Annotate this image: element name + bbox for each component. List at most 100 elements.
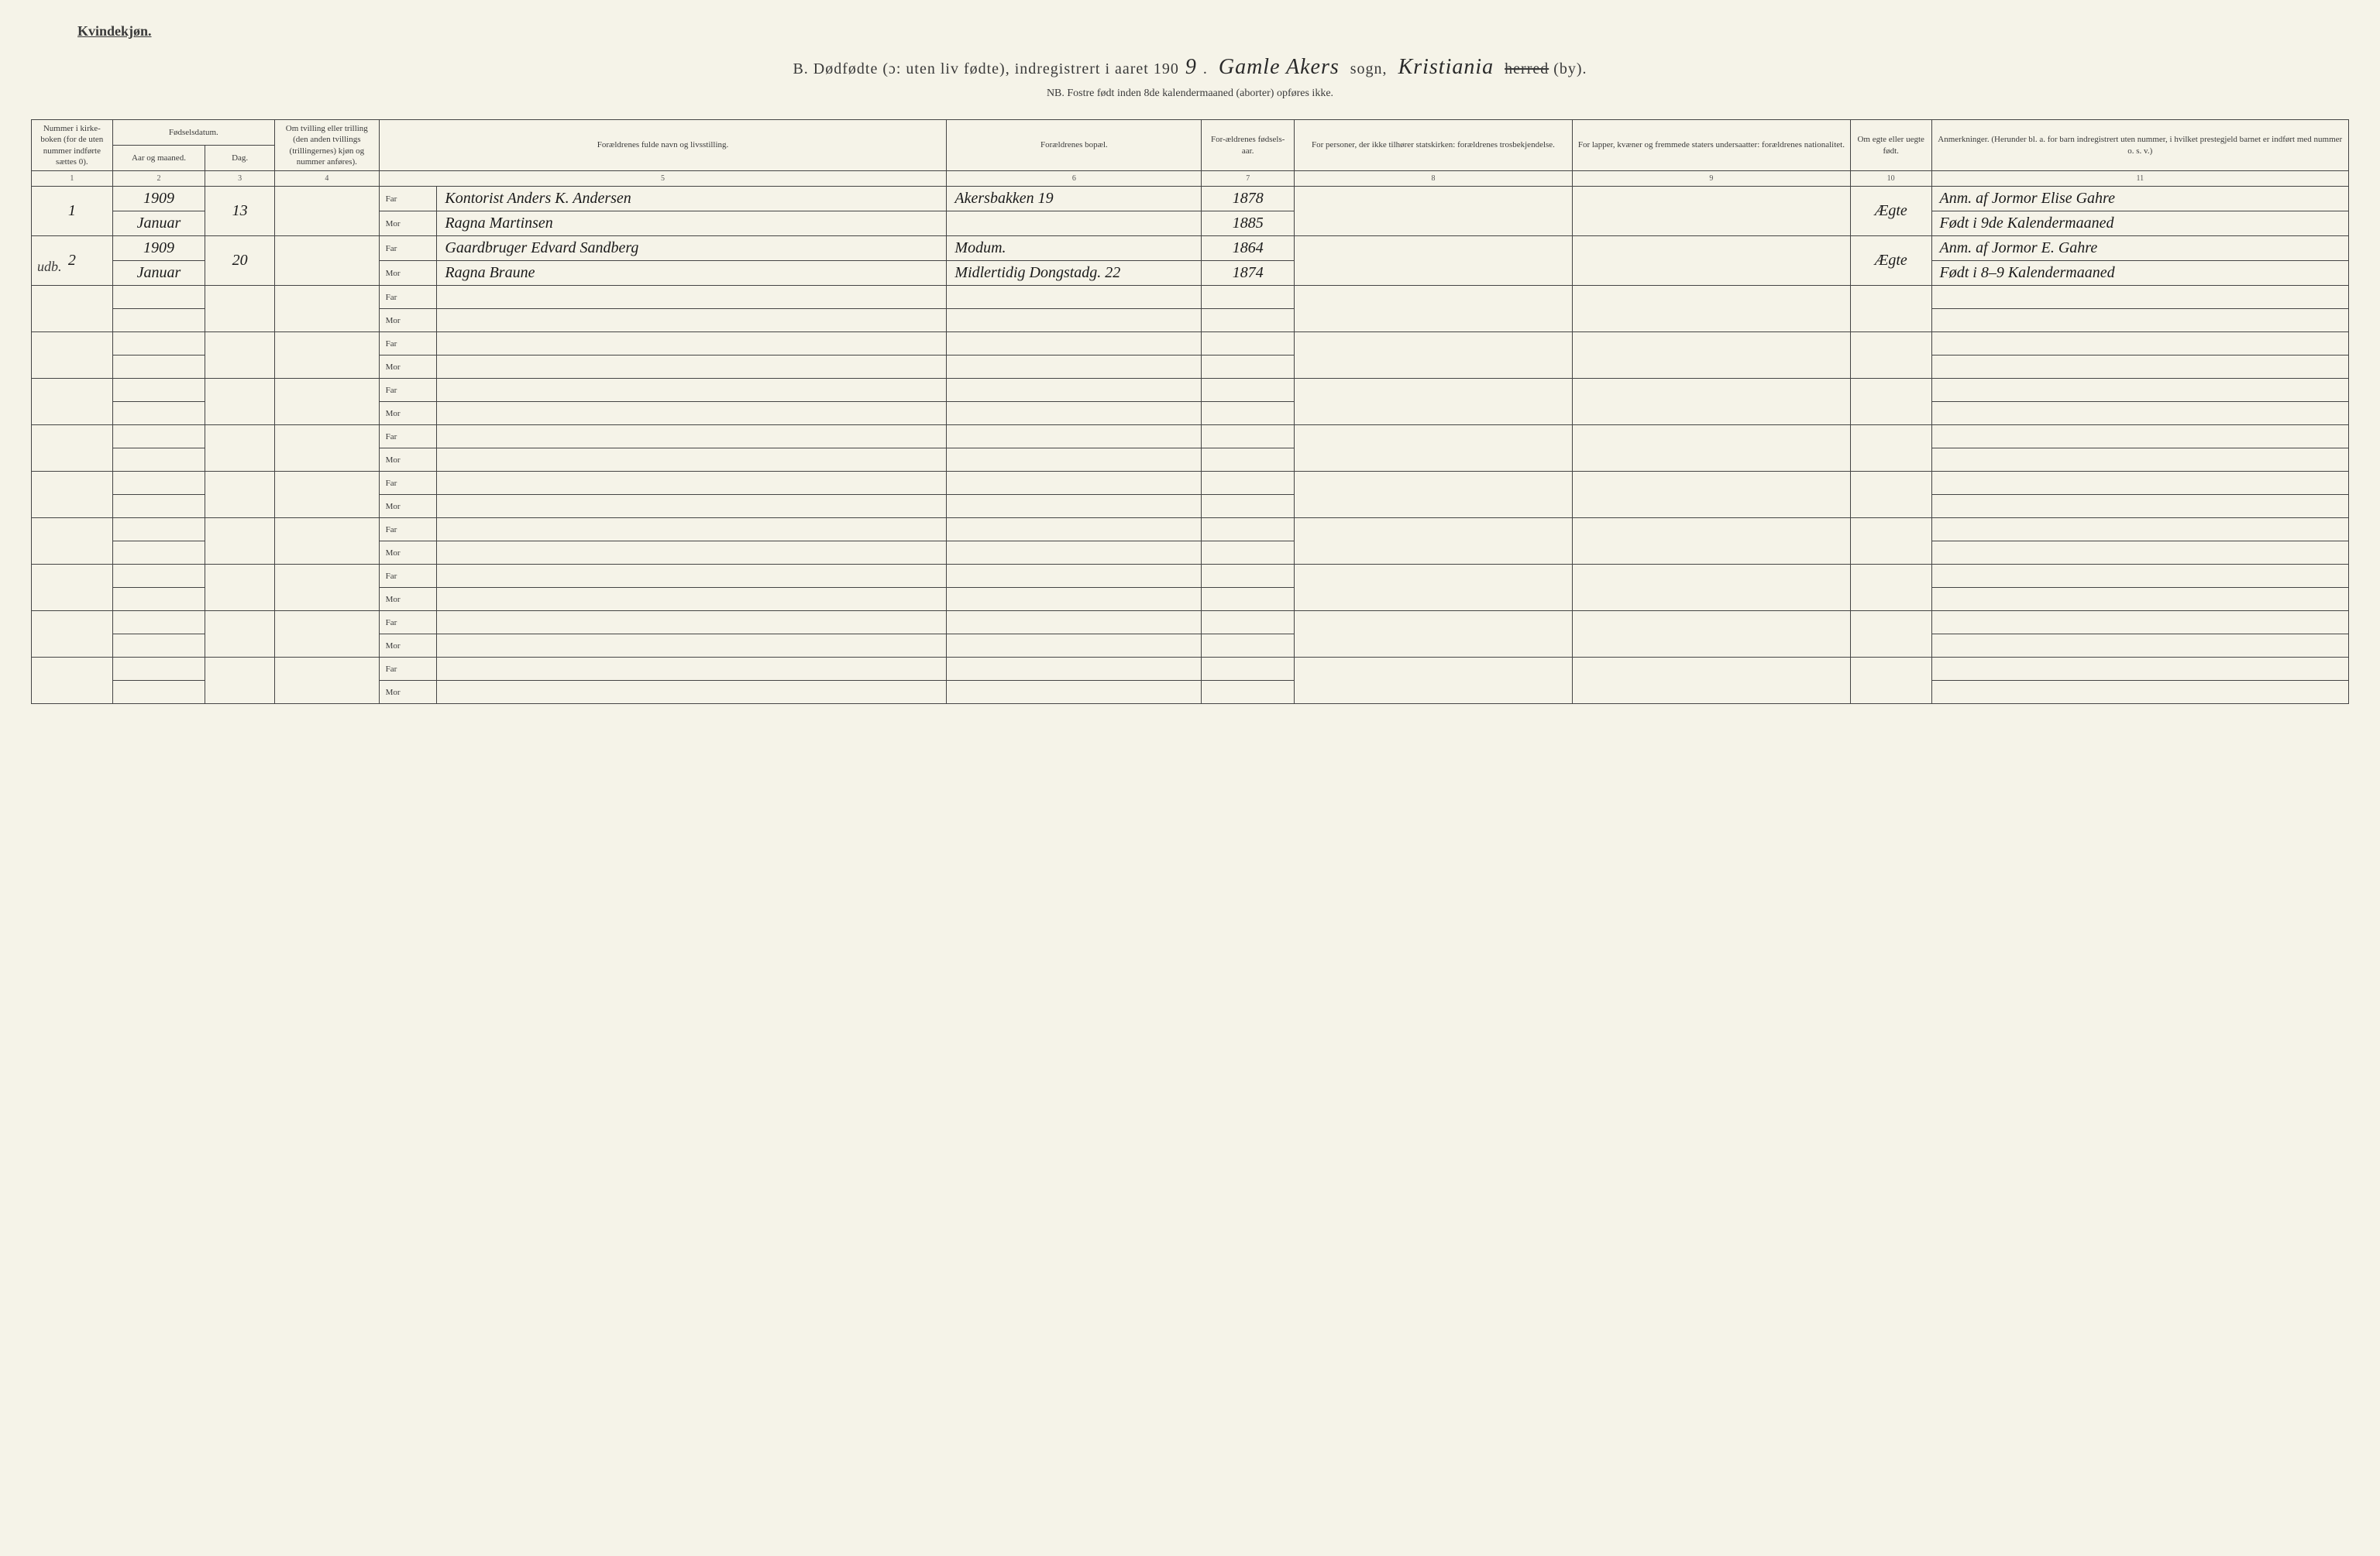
colnum-1: 1 (32, 171, 113, 187)
entry-bopel-top (947, 611, 1202, 634)
entry-twin (275, 611, 380, 658)
colnum-9: 9 (1572, 171, 1850, 187)
entry-year: 1909 (112, 236, 205, 261)
entry-bopel-top (947, 658, 1202, 681)
mor-label: Mor (379, 495, 437, 518)
entry-egte (1850, 472, 1931, 518)
far-label: Far (379, 565, 437, 588)
entry-faar-mor (1202, 681, 1295, 704)
table-row: Mor (32, 402, 2349, 425)
entry-nat (1572, 332, 1850, 379)
sogn-label: sogn, (1350, 60, 1388, 77)
entry-year (112, 518, 205, 541)
entry-year (112, 332, 205, 356)
entry-num (32, 286, 113, 332)
entry-nat (1572, 286, 1850, 332)
entry-anm-top (1931, 611, 2348, 634)
colnum-8: 8 (1295, 171, 1573, 187)
entry-egte (1850, 425, 1931, 472)
entry-year (112, 286, 205, 309)
entry-bopel-bot (947, 402, 1202, 425)
entry-mor (437, 309, 947, 332)
entry-num (32, 425, 113, 472)
entry-month (112, 634, 205, 658)
entry-egte: Ægte (1850, 187, 1931, 236)
entry-faar-mor: 1874 (1202, 261, 1295, 286)
entry-anm-bot (1931, 309, 2348, 332)
sogn-value: Gamle Akers (1212, 55, 1346, 79)
entry-nat (1572, 565, 1850, 611)
col-11-header: Anmerkninger. (Herunder bl. a. for barn … (1931, 120, 2348, 171)
entry-faar-mor (1202, 634, 1295, 658)
table-row: Mor (32, 309, 2349, 332)
col-6-header: Forældrenes bopæl. (947, 120, 1202, 171)
entry-faar-mor (1202, 309, 1295, 332)
entry-num (32, 332, 113, 379)
entry-nat (1572, 472, 1850, 518)
table-row: Far (32, 611, 2349, 634)
entry-bopel-top (947, 425, 1202, 448)
entry-num (32, 518, 113, 565)
entry-faar-mor (1202, 495, 1295, 518)
entry-tros (1295, 518, 1573, 565)
colnum-2: 2 (112, 171, 205, 187)
entry-anm-bot (1931, 634, 2348, 658)
table-row: Mor (32, 541, 2349, 565)
entry-bopel-top (947, 472, 1202, 495)
subtitle: NB. Fostre født inden 8de kalendermaaned… (31, 88, 2349, 100)
entry-faar-mor (1202, 541, 1295, 565)
entry-year (112, 565, 205, 588)
entry-num: 1 (32, 187, 113, 236)
col-2a-header: Aar og maaned. (112, 146, 205, 171)
register-table-wrap: Nummer i kirke-boken (for de uten nummer… (31, 119, 2349, 704)
entry-bopel-bot: Midlertidig Dongstadg. 22 (947, 261, 1202, 286)
entry-mor (437, 356, 947, 379)
table-row: Far (32, 472, 2349, 495)
entry-twin (275, 332, 380, 379)
entry-anm-top: Anm. af Jormor Elise Gahre (1931, 187, 2348, 211)
entry-nat (1572, 518, 1850, 565)
entry-twin (275, 518, 380, 565)
col-4-header: Om tvilling eller trilling (den anden tv… (275, 120, 380, 171)
far-label: Far (379, 611, 437, 634)
entry-twin (275, 565, 380, 611)
entry-faar-far (1202, 518, 1295, 541)
entry-nat (1572, 187, 1850, 236)
table-row: JanuarMorRagna Martinsen1885Født i 9de K… (32, 211, 2349, 236)
entry-day (205, 472, 275, 518)
entry-nat (1572, 236, 1850, 286)
colnum-3: 3 (205, 171, 275, 187)
entry-day (205, 518, 275, 565)
register-tbody: 1190913FarKontorist Anders K. AndersenAk… (32, 187, 2349, 704)
col-9-header: For lapper, kvæner og fremmede staters u… (1572, 120, 1850, 171)
entry-tros (1295, 658, 1573, 704)
entry-month: Januar (112, 211, 205, 236)
entry-anm-bot (1931, 681, 2348, 704)
entry-faar-mor: 1885 (1202, 211, 1295, 236)
entry-twin (275, 286, 380, 332)
table-row: Far (32, 518, 2349, 541)
col-7-header: For-ældrenes fødsels-aar. (1202, 120, 1295, 171)
entry-anm-bot (1931, 588, 2348, 611)
entry-faar-far (1202, 379, 1295, 402)
entry-faar-far (1202, 286, 1295, 309)
entry-mor (437, 588, 947, 611)
mor-label: Mor (379, 681, 437, 704)
entry-faar-far (1202, 332, 1295, 356)
entry-twin (275, 425, 380, 472)
entry-anm-bot (1931, 495, 2348, 518)
table-row: Far (32, 332, 2349, 356)
table-row: Mor (32, 634, 2349, 658)
entry-num (32, 472, 113, 518)
entry-faar-mor (1202, 588, 1295, 611)
entry-egte (1850, 379, 1931, 425)
entry-far (437, 472, 947, 495)
entry-tros (1295, 379, 1573, 425)
table-row: JanuarMorRagna BrauneMidlertidig Dongsta… (32, 261, 2349, 286)
entry-bopel-top (947, 379, 1202, 402)
entry-far (437, 332, 947, 356)
entry-anm-top (1931, 425, 2348, 448)
entry-month (112, 495, 205, 518)
entry-year (112, 472, 205, 495)
entry-mor (437, 495, 947, 518)
